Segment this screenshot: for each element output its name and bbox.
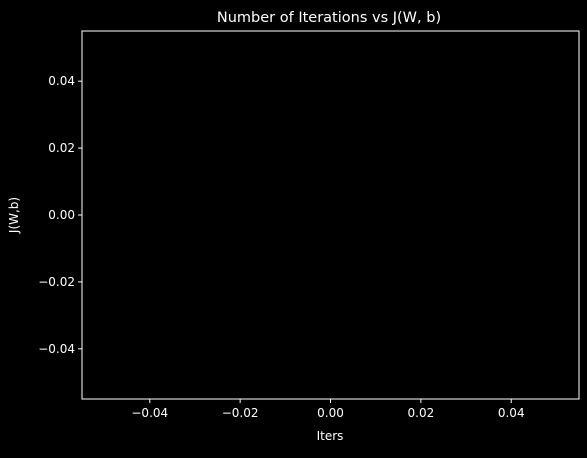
x-axis-label: Iters bbox=[317, 429, 344, 443]
x-tick-label: 0.04 bbox=[498, 406, 525, 420]
y-tick-label: 0.00 bbox=[48, 208, 75, 222]
chart-title: Number of Iterations vs J(W, b) bbox=[217, 10, 441, 26]
y-axis-ticks: −0.04 −0.02 0.00 0.02 0.04 bbox=[38, 74, 82, 356]
y-tick-label: −0.04 bbox=[38, 342, 75, 356]
y-axis-label: J(W,b) bbox=[7, 197, 21, 234]
x-tick-label: −0.02 bbox=[222, 406, 259, 420]
y-tick-label: 0.04 bbox=[48, 74, 75, 88]
x-tick-label: 0.00 bbox=[317, 406, 344, 420]
x-tick-label: −0.04 bbox=[131, 406, 168, 420]
x-axis-ticks: −0.04 −0.02 0.00 0.02 0.04 bbox=[131, 399, 525, 420]
y-tick-label: 0.02 bbox=[48, 141, 75, 155]
y-tick-label: −0.02 bbox=[38, 275, 75, 289]
x-tick-label: 0.02 bbox=[408, 406, 435, 420]
